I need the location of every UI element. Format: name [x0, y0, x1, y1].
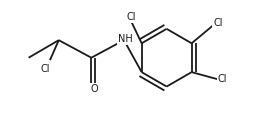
Text: O: O	[91, 84, 98, 94]
Text: NH: NH	[118, 34, 133, 44]
Text: Cl: Cl	[126, 12, 136, 22]
Text: Cl: Cl	[213, 18, 223, 28]
Text: Cl: Cl	[41, 64, 51, 74]
Text: Cl: Cl	[217, 74, 227, 84]
